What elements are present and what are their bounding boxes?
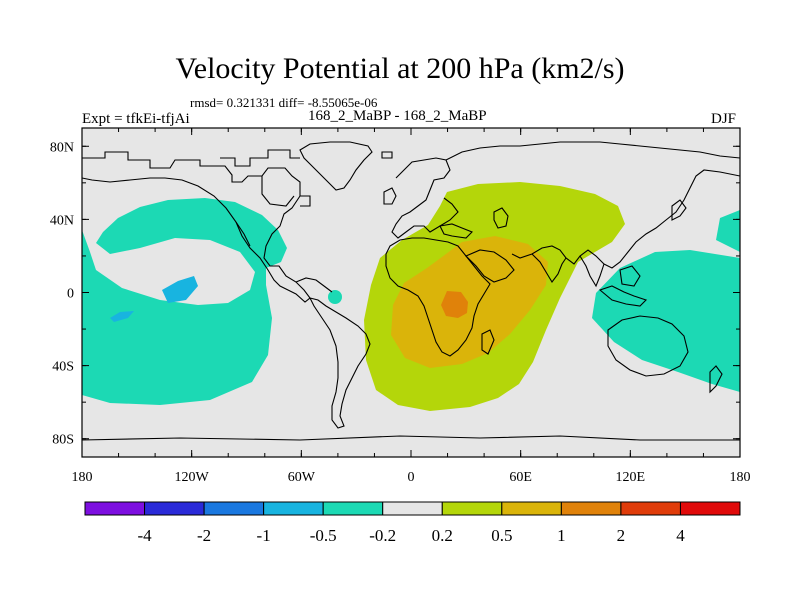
coastline-antarctica (82, 435, 740, 441)
lat-tick-label: 40S (52, 360, 74, 375)
coastline-asia-east (511, 169, 740, 269)
axis-ticks (81, 128, 741, 457)
coastline-india (531, 253, 567, 283)
colorbar: -4 -2 -1 -0.5 -0.2 0.2 0.5 1 2 4 (84, 501, 741, 545)
colorbar-swatch (620, 501, 681, 516)
colorbar-label: -0.2 (369, 526, 396, 545)
colorbar-label: -1 (257, 526, 271, 545)
lon-tick-label: 180 (730, 470, 751, 485)
colorbar-swatch (203, 501, 265, 516)
coastline-greenland (299, 141, 373, 191)
lat-tick-label: 0 (67, 287, 74, 302)
chart-title: Velocity Potential at 200 hPa (km2/s) (175, 52, 625, 85)
colorbar-label: 2 (617, 526, 626, 545)
colorbar-swatch (382, 501, 443, 516)
colorbar-label: -2 (197, 526, 211, 545)
lon-tick-label: 60E (509, 470, 532, 485)
coastline-arctic-islands (220, 149, 300, 167)
colorbar-label: 0.2 (432, 526, 453, 545)
coastline-africa (385, 237, 491, 357)
lat-tick-label: 40N (50, 213, 74, 228)
colorbar-label: 0.5 (491, 526, 512, 545)
comparison-subtitle: 168_2_MaBP - 168_2_MaBP (308, 108, 487, 124)
colorbar-swatch (560, 501, 622, 516)
contour-fill-minus-0.2-westpacific (592, 210, 740, 392)
coastline-north-america (82, 151, 311, 303)
coastline-indochina (579, 255, 605, 288)
coastline-mediterranean (439, 223, 473, 239)
coastlines (82, 141, 740, 441)
colorbar-swatch (144, 501, 205, 516)
axis-labels: 180 120W 60W 0 60E 120E 180 80N 40N 0 40S 80S (50, 140, 751, 485)
colorbar-swatch (263, 501, 324, 516)
colorbar-swatch (501, 501, 562, 516)
coastline-caribbean (295, 277, 333, 293)
experiment-label: Expt = tfkEi-tfjAi (82, 111, 190, 127)
rmsd-diff-stats: rmsd= 0.321331 diff= -8.55065e-06 (190, 95, 378, 110)
coastline-iceland (381, 151, 393, 159)
coastline-asia (445, 141, 740, 161)
colorbar-label: -4 (137, 526, 152, 545)
coastline-british-isles (383, 187, 397, 205)
colorbar-swatch (84, 501, 146, 516)
coastline-south-america (308, 297, 371, 429)
colorbar-label: 1 (557, 526, 566, 545)
contour-fill-plus-1 (441, 291, 468, 318)
lon-tick-label: 120W (175, 470, 210, 485)
contour-fill-plus-0.5 (391, 236, 548, 368)
season-label: DJF (711, 111, 737, 127)
coastline-new-zealand (709, 365, 723, 394)
coastline-newfoundland (300, 195, 311, 207)
lon-tick-label: 0 (408, 470, 415, 485)
lon-tick-label: 180 (72, 470, 93, 485)
coastline-indonesia (598, 285, 648, 307)
lat-tick-label: 80S (52, 433, 74, 448)
contour-fill-minus-0.2-island (328, 290, 342, 304)
colorbar-label: -0.5 (310, 526, 337, 545)
coastline-baja (235, 221, 251, 247)
colorbar-swatch (322, 501, 384, 516)
colorbar-swatch (679, 501, 741, 516)
coastline-europe (391, 157, 459, 239)
coastline-arabia (465, 249, 515, 283)
contour-fill-minus-0.5-patch-small (110, 311, 134, 322)
coastline-caspian (493, 207, 509, 229)
lon-tick-label: 120E (616, 470, 646, 485)
lat-tick-label: 80N (50, 140, 74, 155)
colorbar-swatch (441, 501, 503, 516)
coastline-madagascar (481, 329, 495, 355)
lon-tick-label: 60W (288, 470, 316, 485)
coastline-hudson (261, 176, 295, 207)
coastline-borneo (619, 265, 641, 287)
coastline-japan (671, 199, 687, 221)
coastline-australia (607, 315, 689, 377)
colorbar-label: 4 (676, 526, 685, 545)
contour-fill-minus-0.2-pacific (82, 198, 287, 405)
contour-fill-minus-0.5-patch (162, 276, 198, 303)
